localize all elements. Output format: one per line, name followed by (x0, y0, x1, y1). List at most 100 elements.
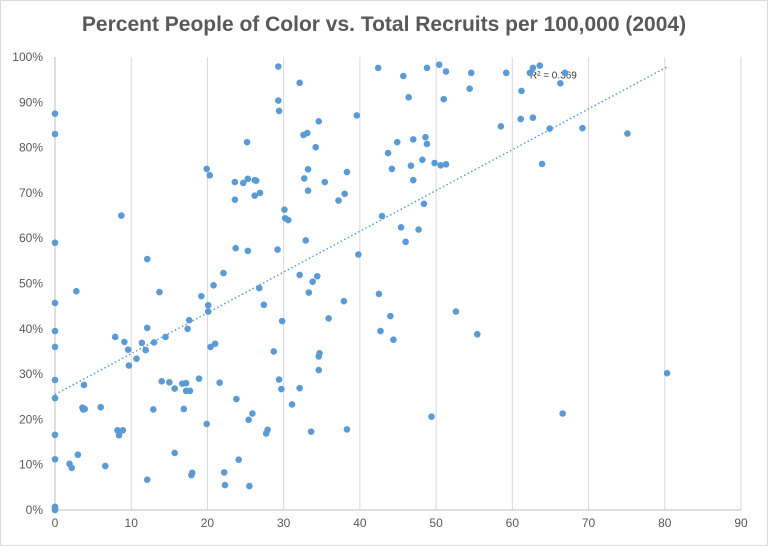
data-point (278, 317, 286, 325)
x-tick-label: 20 (201, 516, 215, 530)
data-point (296, 384, 303, 392)
y-tick-label: 90% (19, 95, 43, 109)
y-tick-label: 30% (19, 367, 43, 381)
data-point (252, 177, 260, 184)
data-point (211, 340, 219, 348)
data-point (502, 69, 510, 77)
data-point (142, 346, 150, 354)
data-point (51, 130, 59, 138)
data-point (517, 115, 525, 123)
data-point (73, 287, 80, 295)
data-point (409, 176, 417, 184)
data-point (335, 197, 342, 204)
y-tick-label: 20% (19, 412, 43, 426)
data-point (302, 237, 310, 244)
data-point (143, 255, 151, 263)
data-point (121, 338, 128, 346)
data-point (546, 125, 553, 132)
data-point (405, 94, 412, 101)
data-point (206, 171, 214, 179)
data-point (111, 333, 119, 341)
data-point (221, 481, 229, 489)
data-point (158, 378, 166, 385)
data-point (325, 315, 332, 322)
data-point (220, 469, 228, 476)
data-point (204, 308, 212, 315)
data-point (536, 62, 544, 69)
data-point (51, 376, 59, 384)
data-point (119, 426, 127, 434)
data-point (244, 247, 252, 255)
data-point (559, 410, 566, 417)
data-point (51, 506, 59, 514)
data-point (210, 282, 217, 289)
data-point (51, 343, 59, 351)
data-point (561, 69, 569, 77)
data-point (422, 133, 429, 141)
data-point (304, 187, 312, 194)
data-point (102, 462, 109, 470)
y-tick-label: 0% (26, 503, 44, 517)
y-tick-label: 10% (19, 458, 43, 472)
data-point (133, 355, 140, 362)
data-point (409, 136, 417, 143)
data-point (281, 206, 288, 213)
data-point (393, 138, 401, 146)
data-point (274, 246, 281, 253)
data-point (388, 165, 396, 173)
data-point (466, 85, 473, 93)
data-point (663, 369, 671, 377)
data-point (579, 124, 586, 132)
data-point (397, 224, 405, 231)
data-point (284, 216, 292, 224)
data-point (296, 79, 303, 87)
data-point (51, 455, 59, 463)
data-point (355, 251, 362, 258)
data-point (114, 426, 121, 434)
data-point (340, 297, 348, 305)
data-point (375, 290, 383, 298)
data-point (256, 189, 264, 197)
data-point (231, 196, 239, 203)
data-point (203, 420, 210, 428)
data-point (307, 428, 315, 435)
data-point (51, 431, 59, 439)
data-point (440, 95, 448, 103)
data-point (407, 162, 415, 170)
data-point (526, 69, 534, 77)
data-point (185, 316, 193, 324)
data-point (467, 69, 475, 77)
data-point (343, 426, 351, 433)
x-tick-label: 40 (353, 516, 367, 530)
data-point (220, 269, 227, 277)
data-point (315, 118, 323, 125)
data-point (162, 333, 169, 341)
data-point (312, 143, 319, 151)
data-point (118, 212, 125, 219)
data-point (203, 165, 210, 173)
y-tick-label: 100% (12, 50, 43, 64)
data-point (377, 327, 384, 335)
data-point (420, 200, 428, 208)
data-point (115, 431, 123, 439)
data-point (270, 348, 278, 355)
data-point (296, 271, 303, 279)
data-point (245, 416, 252, 424)
data-point (231, 178, 239, 186)
data-point (321, 178, 329, 186)
data-point (387, 312, 394, 320)
data-point (316, 349, 323, 357)
data-point (216, 379, 223, 387)
data-point (390, 336, 397, 343)
data-point (51, 327, 59, 335)
x-tick-label: 50 (429, 516, 443, 530)
data-point (353, 112, 361, 119)
data-point (233, 395, 240, 403)
data-point (51, 299, 59, 307)
data-point (473, 330, 481, 338)
data-point (51, 239, 59, 247)
data-point (264, 426, 271, 434)
data-point (232, 244, 239, 252)
data-point (428, 413, 435, 420)
x-tick-label: 70 (582, 516, 596, 530)
